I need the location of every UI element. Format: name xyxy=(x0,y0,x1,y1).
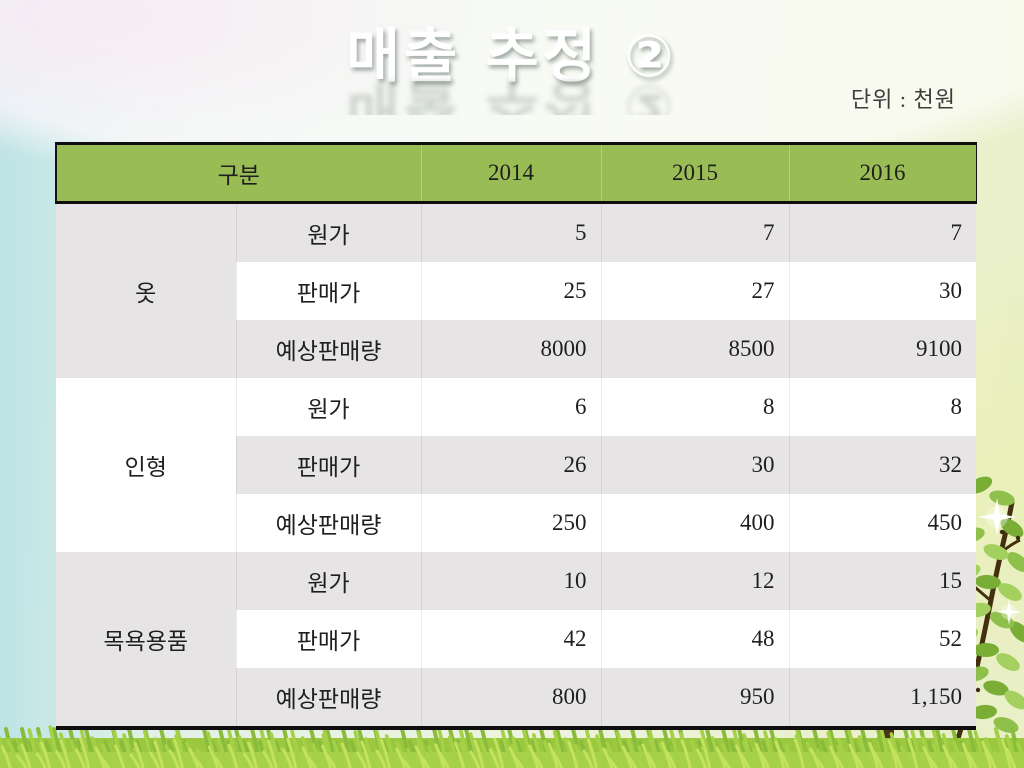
value-cell: 800 xyxy=(420,668,602,728)
metric-cell: 예상판매량 xyxy=(235,494,422,552)
year-header-2015: 2015 xyxy=(600,142,790,204)
category-header: 구분 xyxy=(54,142,422,204)
value-cell: 42 xyxy=(420,610,602,668)
table-row: 판매가 25 27 30 xyxy=(56,262,977,320)
value-cell: 6 xyxy=(420,378,602,436)
metric-cell: 예상판매량 xyxy=(235,320,422,378)
group-cell-bath: 목욕용품 xyxy=(56,552,236,728)
value-cell: 400 xyxy=(600,494,790,552)
metric-cell: 판매가 xyxy=(235,610,422,668)
group-cell-clothes: 옷 xyxy=(56,202,236,378)
value-cell: 1,150 xyxy=(788,668,977,728)
value-cell: 25 xyxy=(420,262,602,320)
value-cell: 450 xyxy=(788,494,977,552)
value-cell: 48 xyxy=(600,610,790,668)
year-header-2014: 2014 xyxy=(420,142,602,204)
value-cell: 7 xyxy=(600,202,790,262)
metric-cell: 판매가 xyxy=(235,262,422,320)
title-block: 매출 추정 ② 매출 추정 ② xyxy=(0,26,1024,115)
value-cell: 8 xyxy=(788,378,977,436)
sales-table: 구분 2014 2015 2016 옷 원가 5 7 7 판매가 25 27 3… xyxy=(54,142,977,730)
table-row: 판매가 26 30 32 xyxy=(56,436,977,494)
sparkle-icon xyxy=(978,498,1016,536)
value-cell: 52 xyxy=(788,610,977,668)
unit-label: 단위 : 천원 xyxy=(850,87,956,112)
metric-cell: 원가 xyxy=(235,378,422,436)
table-row: 인형 원가 6 8 8 xyxy=(56,378,977,552)
value-cell: 30 xyxy=(788,262,977,320)
value-cell: 32 xyxy=(788,436,977,494)
value-cell: 950 xyxy=(600,668,790,728)
table-header-row: 구분 2014 2015 2016 xyxy=(54,142,977,204)
table-row: 예상판매량 250 400 450 xyxy=(56,494,977,552)
metric-cell: 예상판매량 xyxy=(235,668,422,728)
group-cell-doll: 인형 xyxy=(56,378,236,552)
value-cell: 12 xyxy=(600,552,790,610)
year-header-2016: 2016 xyxy=(788,142,977,204)
value-cell: 5 xyxy=(420,202,602,262)
sparkle-icon xyxy=(996,599,1022,625)
table-row: 예상판매량 800 950 1,150 xyxy=(56,668,977,728)
value-cell: 15 xyxy=(788,552,977,610)
metric-cell: 원가 xyxy=(235,552,422,610)
value-cell: 10 xyxy=(420,552,602,610)
page-title: 매출 추정 ② xyxy=(346,22,678,90)
metric-cell: 판매가 xyxy=(235,436,422,494)
value-cell: 8500 xyxy=(600,320,790,378)
value-cell: 26 xyxy=(420,436,602,494)
table-row: 목욕용품 원가 10 12 15 xyxy=(56,552,977,728)
value-cell: 250 xyxy=(420,494,602,552)
table-row: 판매가 42 48 52 xyxy=(56,610,977,668)
value-cell: 7 xyxy=(788,202,977,262)
table-row: 옷 원가 5 7 7 xyxy=(56,202,977,378)
table-row: 예상판매량 8000 8500 9100 xyxy=(56,320,977,378)
value-cell: 30 xyxy=(600,436,790,494)
grass-decoration xyxy=(0,725,1024,768)
value-cell: 27 xyxy=(600,262,790,320)
value-cell: 9100 xyxy=(788,320,977,378)
value-cell: 8000 xyxy=(420,320,602,378)
value-cell: 8 xyxy=(600,378,790,436)
metric-cell: 원가 xyxy=(235,202,422,262)
